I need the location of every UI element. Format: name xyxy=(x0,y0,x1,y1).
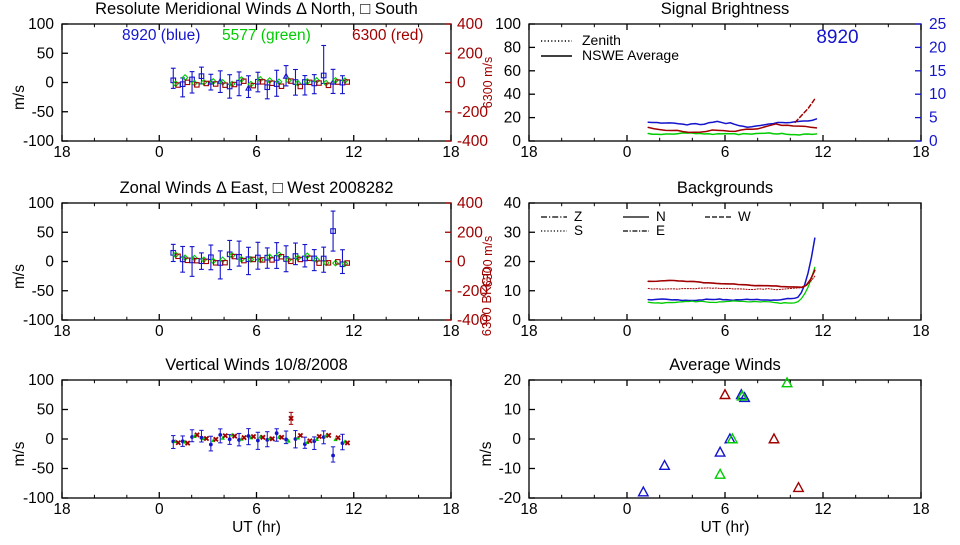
svg-text:5577 (green): 5577 (green) xyxy=(222,27,311,44)
svg-text:0: 0 xyxy=(623,144,632,161)
svg-text:20: 20 xyxy=(504,372,522,389)
svg-text:Resolute Meridional Winds Δ No: Resolute Meridional Winds Δ North, □ Sou… xyxy=(95,0,418,18)
svg-text:0: 0 xyxy=(623,323,632,340)
svg-text:Z: Z xyxy=(574,209,582,224)
svg-text:N: N xyxy=(656,209,666,224)
svg-text:Vertical Winds 10/8/2008: Vertical Winds 10/8/2008 xyxy=(165,356,348,374)
svg-text:50: 50 xyxy=(37,402,55,419)
svg-text:-20: -20 xyxy=(499,490,522,507)
svg-text:-50: -50 xyxy=(32,283,55,300)
svg-text:20: 20 xyxy=(929,39,947,56)
svg-text:18: 18 xyxy=(912,501,929,518)
svg-text:15: 15 xyxy=(929,63,946,80)
svg-text:0: 0 xyxy=(155,501,164,518)
svg-text:200: 200 xyxy=(457,45,483,62)
svg-text:0: 0 xyxy=(457,75,466,92)
svg-text:NSWE Average: NSWE Average xyxy=(582,47,679,63)
svg-text:20: 20 xyxy=(504,110,522,127)
svg-text:100: 100 xyxy=(495,16,521,33)
svg-text:6: 6 xyxy=(252,501,261,518)
svg-text:0: 0 xyxy=(155,323,164,340)
svg-text:-100: -100 xyxy=(23,312,54,329)
svg-text:6: 6 xyxy=(721,501,730,518)
svg-text:0: 0 xyxy=(155,144,164,161)
svg-text:18: 18 xyxy=(912,323,929,340)
svg-text:0: 0 xyxy=(512,133,521,150)
svg-text:400: 400 xyxy=(457,195,483,212)
svg-text:18: 18 xyxy=(53,323,70,340)
svg-text:6300 BKGD: 6300 BKGD xyxy=(479,267,494,336)
svg-text:UT (hr): UT (hr) xyxy=(232,519,281,536)
svg-text:40: 40 xyxy=(504,86,522,103)
svg-text:Average Winds: Average Winds xyxy=(669,356,781,374)
svg-text:50: 50 xyxy=(37,45,55,62)
svg-text:6: 6 xyxy=(721,144,730,161)
svg-text:8920 (blue): 8920 (blue) xyxy=(122,27,200,44)
svg-text:100: 100 xyxy=(28,16,54,33)
svg-text:12: 12 xyxy=(814,323,831,340)
svg-text:6300 m/s: 6300 m/s xyxy=(481,57,495,108)
svg-text:100: 100 xyxy=(28,372,54,389)
svg-text:12: 12 xyxy=(345,144,362,161)
svg-text:-10: -10 xyxy=(499,461,522,478)
svg-text:10: 10 xyxy=(929,86,947,103)
svg-text:18: 18 xyxy=(53,501,70,518)
svg-text:m/s: m/s xyxy=(11,85,28,110)
svg-text:Zenith: Zenith xyxy=(582,32,621,48)
svg-text:5: 5 xyxy=(929,110,938,127)
svg-text:0: 0 xyxy=(45,431,54,448)
svg-text:20: 20 xyxy=(504,254,522,271)
svg-text:18: 18 xyxy=(912,144,929,161)
svg-text:12: 12 xyxy=(814,144,831,161)
svg-text:S: S xyxy=(574,223,583,238)
svg-text:0: 0 xyxy=(512,431,521,448)
svg-text:0: 0 xyxy=(512,312,521,329)
svg-text:m/s: m/s xyxy=(478,441,495,466)
svg-text:UT (hr): UT (hr) xyxy=(701,519,750,536)
svg-text:-100: -100 xyxy=(23,133,54,150)
svg-text:18: 18 xyxy=(442,501,459,518)
svg-text:0: 0 xyxy=(929,133,938,150)
svg-text:200: 200 xyxy=(457,224,483,241)
svg-text:12: 12 xyxy=(814,501,831,518)
svg-text:Backgrounds: Backgrounds xyxy=(677,179,773,197)
svg-text:10: 10 xyxy=(504,402,522,419)
svg-text:m/s: m/s xyxy=(11,441,28,466)
svg-text:18: 18 xyxy=(520,323,537,340)
svg-text:-400: -400 xyxy=(457,133,488,150)
svg-text:40: 40 xyxy=(504,195,522,212)
svg-text:100: 100 xyxy=(28,195,54,212)
svg-text:25: 25 xyxy=(929,16,946,33)
svg-text:6: 6 xyxy=(252,323,261,340)
svg-text:W: W xyxy=(738,209,751,224)
svg-text:18: 18 xyxy=(520,144,537,161)
svg-text:Signal Brightness: Signal Brightness xyxy=(661,0,789,18)
svg-text:12: 12 xyxy=(345,323,362,340)
svg-text:0: 0 xyxy=(457,254,466,271)
svg-text:E: E xyxy=(656,223,665,238)
svg-text:-50: -50 xyxy=(32,104,55,121)
svg-text:12: 12 xyxy=(345,501,362,518)
svg-text:m/s: m/s xyxy=(11,264,28,289)
svg-text:10: 10 xyxy=(504,283,522,300)
svg-text:-100: -100 xyxy=(23,490,54,507)
svg-text:0: 0 xyxy=(45,254,54,271)
svg-text:30: 30 xyxy=(504,224,522,241)
svg-text:0: 0 xyxy=(623,501,632,518)
svg-text:400: 400 xyxy=(457,16,483,33)
svg-text:50: 50 xyxy=(37,224,55,241)
svg-text:6: 6 xyxy=(721,323,730,340)
svg-text:18: 18 xyxy=(53,144,70,161)
svg-text:60: 60 xyxy=(504,63,522,80)
svg-text:Zonal Winds Δ East, □ West 200: Zonal Winds Δ East, □ West 2008282 xyxy=(120,179,394,197)
svg-text:6300 (red): 6300 (red) xyxy=(352,27,424,44)
svg-text:8920: 8920 xyxy=(816,27,858,48)
svg-text:18: 18 xyxy=(520,501,537,518)
svg-text:0: 0 xyxy=(45,75,54,92)
svg-text:80: 80 xyxy=(504,39,522,56)
svg-text:6: 6 xyxy=(252,144,261,161)
svg-text:-50: -50 xyxy=(32,461,55,478)
